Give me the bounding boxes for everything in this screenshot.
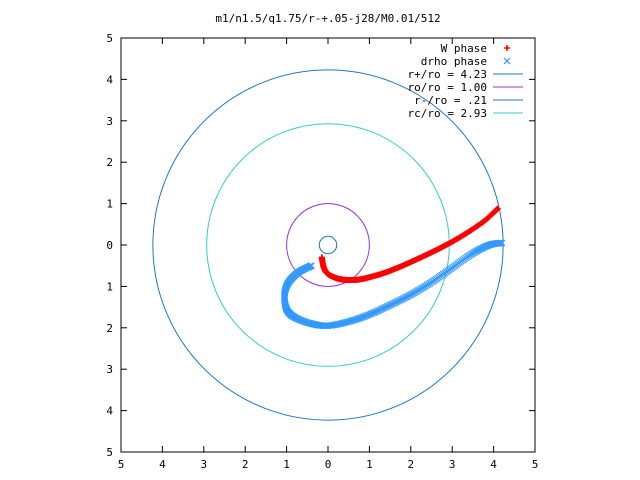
chart-title: m1/n1.5/q1.75/r-+.05-j28/M0.01/512 <box>215 12 440 25</box>
legend-label: r-/ro = .21 <box>414 94 487 107</box>
circle-curve <box>206 123 450 367</box>
legend-label: drho phase <box>421 55 487 68</box>
y-tick-label: 5 <box>106 446 113 459</box>
y-tick-label: 0 <box>106 239 113 252</box>
x-tick-label: 2 <box>242 458 249 471</box>
legend-swatch <box>503 57 511 65</box>
legend-label: ro/ro = 1.00 <box>408 81 487 94</box>
legend-label: W phase <box>441 42 487 55</box>
y-tick-label: 2 <box>106 156 113 169</box>
y-tick-label: 3 <box>106 115 113 128</box>
x-tick-label: 1 <box>366 458 373 471</box>
drho-phase-point <box>308 262 315 270</box>
x-tick-label: 4 <box>159 458 166 471</box>
legend-swatch <box>504 45 510 51</box>
x-tick-label: 3 <box>200 458 207 471</box>
x-tick-label: 4 <box>490 458 497 471</box>
y-tick-label: 1 <box>106 198 113 211</box>
y-tick-label: 5 <box>106 32 113 45</box>
x-tick-label: 2 <box>407 458 414 471</box>
y-tick-label: 2 <box>106 322 113 335</box>
w-phase-point <box>494 205 501 212</box>
y-tick-label: 4 <box>106 405 113 418</box>
legend-label: rc/ro = 2.93 <box>408 107 487 120</box>
x-tick-label: 5 <box>532 458 539 471</box>
circle-curve <box>318 235 338 255</box>
x-tick-label: 3 <box>449 458 456 471</box>
x-tick-label: 0 <box>325 458 332 471</box>
x-tick-label: 5 <box>118 458 125 471</box>
y-tick-label: 4 <box>106 73 113 86</box>
chart-markers <box>281 205 506 330</box>
x-tick-label: 1 <box>283 458 290 471</box>
legend-label: r+/ro = 4.23 <box>408 68 487 81</box>
circle-curve <box>286 203 370 287</box>
y-tick-label: 3 <box>106 363 113 376</box>
y-tick-label: 1 <box>106 280 113 293</box>
